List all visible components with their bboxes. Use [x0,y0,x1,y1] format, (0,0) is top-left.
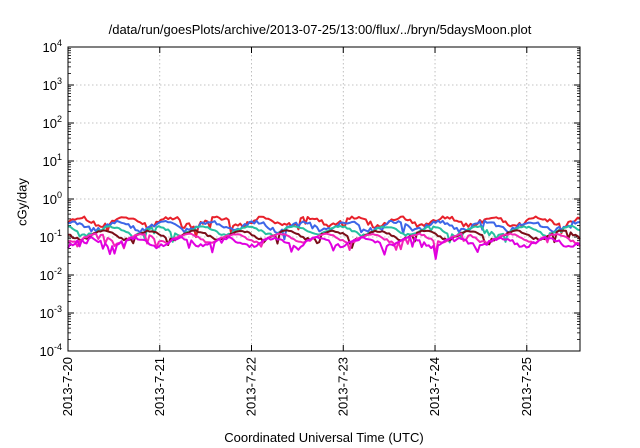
y-tick-label: 10-1 [40,228,62,245]
series-line [67,219,581,241]
y-tick-label: 100 [43,190,62,207]
x-tick-label: 2013-7-23 [335,357,350,416]
plot-frame [67,46,581,352]
y-tick-label: 103 [43,76,62,93]
y-tick-label: 10-4 [40,342,62,359]
y-tick-label: 10-2 [40,266,62,283]
x-tick-label: 2013-7-25 [519,357,534,416]
chart-title: /data/run/goesPlots/archive/2013-07-25/1… [108,22,532,37]
x-tick-label: 2013-7-21 [152,357,167,416]
y-tick-label: 101 [43,152,62,169]
y-tick-label: 102 [43,114,62,131]
x-tick-label: 2013-7-20 [60,357,75,416]
x-tick-label: 2013-7-22 [244,357,259,416]
x-axis-title: Coordinated Universal Time (UTC) [224,430,424,445]
x-tick-label: 2013-7-24 [427,357,442,416]
series-line [67,236,581,260]
y-axis-title: cGy/day [14,178,30,226]
y-tick-label: 104 [43,38,62,55]
y-tick-label: 10-3 [40,304,62,321]
